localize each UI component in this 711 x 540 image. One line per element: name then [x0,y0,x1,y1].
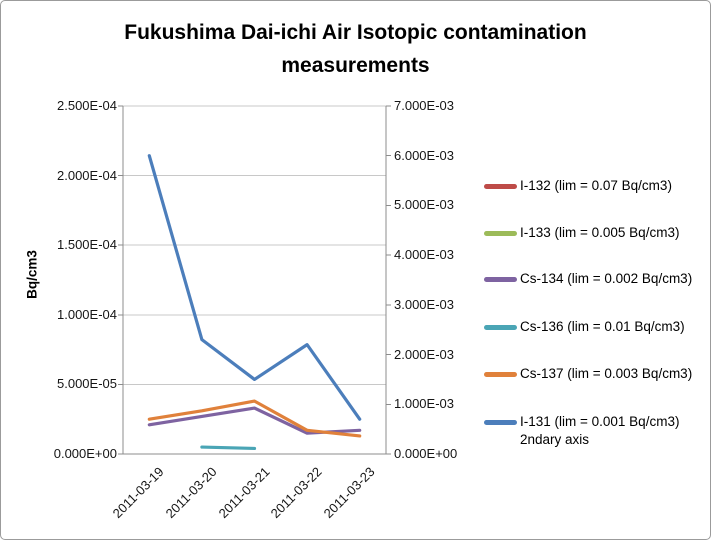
legend-line-swatch [484,183,517,189]
secondary-axis-tick-label: 5.000E-03 [394,197,454,213]
series-line-i-131[interactable] [147,154,362,421]
secondary-axis-tick-label: 7.000E-03 [394,98,454,113]
secondary-axis-tick-label: 6.000E-03 [394,147,454,163]
legend-label-second-line: 2ndary axis [520,432,590,447]
secondary-axis-tick-label: 1.000E-03 [394,396,454,412]
legend-label: Cs-137 (lim = 0.003 Bq/cm3) [520,366,693,381]
legend-item-i-131[interactable]: I-131 (lim = 0.001 Bq/cm3) 2ndary axis [484,413,679,449]
legend-line-swatch [484,371,517,377]
primary-axis-tick-label: 2.000E-04 [57,167,117,183]
legend-item-i-132[interactable]: I-132 (lim = 0.07 Bq/cm3) [484,177,672,195]
series-line-cs-134[interactable] [147,406,362,435]
legend-line-swatch [484,276,517,282]
legend-label: I-133 (lim = 0.005 Bq/cm3) [520,225,680,240]
primary-axis-tick-label: 5.000E-05 [57,376,117,392]
secondary-axis-tick-label: 3.000E-03 [394,296,454,312]
secondary-axis-tick-label: 4.000E-03 [394,247,454,263]
legend-item-cs-137[interactable]: Cs-137 (lim = 0.003 Bq/cm3) [484,365,692,383]
primary-axis-tick-label: 1.500E-04 [57,237,117,253]
secondary-axis-tick-label: 2.000E-03 [394,346,454,362]
legend-label: Cs-134 (lim = 0.002 Bq/cm3) [520,271,693,286]
series-line-cs-137[interactable] [147,399,362,438]
legend-item-cs-136[interactable]: Cs-136 (lim = 0.01 Bq/cm3) [484,318,685,336]
chart-title-line1: Fukushima Dai-ichi Air Isotopic contamin… [124,21,587,44]
series-line-cs-136[interactable] [200,445,257,451]
chart-title-line2: measurements [281,54,430,77]
legend-label: Cs-136 (lim = 0.01 Bq/cm3) [520,319,685,334]
legend-line-swatch [484,419,517,425]
secondary-axis-tick-label: 0.000E+00 [394,446,458,461]
chart-title: Fukushima Dai-ichi Air Isotopic contamin… [1,16,710,82]
legend-label: I-131 (lim = 0.001 Bq/cm3) 2ndary axis [520,414,680,447]
primary-axis-tick-label: 2.500E-04 [57,98,117,113]
legend-item-i-133[interactable]: I-133 (lim = 0.005 Bq/cm3) [484,224,679,242]
legend-line-swatch [484,230,517,236]
primary-axis-tick-label: 1.000E-04 [57,306,117,322]
primary-axis-tick-label: 0.000E+00 [53,446,117,461]
legend-line-swatch [484,324,517,330]
legend-label: I-132 (lim = 0.07 Bq/cm3) [520,178,672,193]
legend-item-cs-134[interactable]: Cs-134 (lim = 0.002 Bq/cm3) [484,270,692,288]
